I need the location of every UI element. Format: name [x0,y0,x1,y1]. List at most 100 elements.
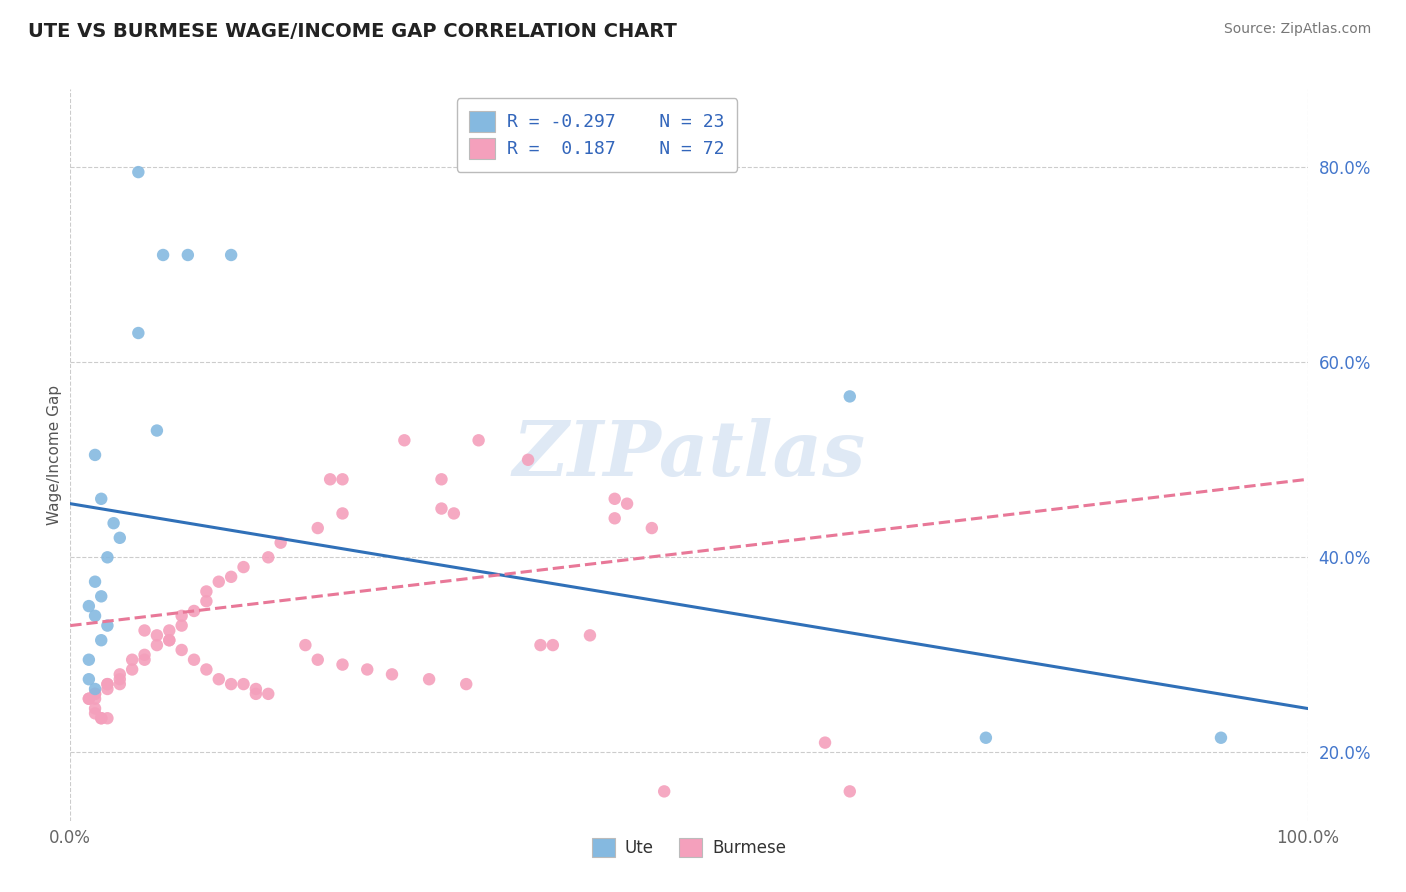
Point [443,507,465,521]
Y-axis label: Wage/Income Gap: Wage/Income Gap [46,384,62,525]
Point [1209,731,1232,745]
Point [108,531,131,545]
Point [170,643,193,657]
Point [108,667,131,681]
Point [195,663,218,677]
Point [232,677,254,691]
Point [146,424,169,438]
Point [294,638,316,652]
Point [90,711,112,725]
Text: Source: ZipAtlas.com: Source: ZipAtlas.com [1223,22,1371,37]
Point [84,701,107,715]
Point [170,608,193,623]
Point [195,594,218,608]
Point [270,535,292,549]
Point [307,653,329,667]
Point [529,638,551,652]
Point [146,628,169,642]
Point [84,681,107,696]
Point [77,672,100,686]
Point [134,653,156,667]
Point [84,448,107,462]
Point [257,687,280,701]
Point [157,633,180,648]
Point [430,472,453,486]
Point [96,711,118,725]
Point [603,511,626,525]
Point [332,507,354,521]
Point [90,491,112,506]
Point [146,638,169,652]
Point [430,501,453,516]
Point [814,736,837,750]
Text: UTE VS BURMESE WAGE/INCOME GAP CORRELATION CHART: UTE VS BURMESE WAGE/INCOME GAP CORRELATI… [28,22,678,41]
Point [245,687,267,701]
Point [332,657,354,672]
Point [541,638,564,652]
Text: ZIPatlas: ZIPatlas [512,418,866,491]
Point [394,434,416,448]
Point [121,653,143,667]
Point [838,784,860,798]
Point [96,550,118,565]
Point [232,560,254,574]
Point [103,516,125,531]
Point [356,663,378,677]
Point [134,648,156,662]
Point [84,706,107,721]
Point [134,624,156,638]
Point [108,672,131,686]
Point [381,667,404,681]
Point [974,731,997,745]
Point [157,624,180,638]
Point [121,663,143,677]
Point [157,633,180,648]
Point [208,672,231,686]
Point [332,472,354,486]
Point [177,248,200,262]
Point [170,618,193,632]
Point [183,604,205,618]
Point [219,570,242,584]
Point [838,389,860,403]
Point [307,521,329,535]
Point [84,687,107,701]
Point [245,681,267,696]
Point [96,681,118,696]
Point [90,590,112,604]
Point [84,687,107,701]
Point [319,472,342,486]
Point [96,677,118,691]
Point [456,677,478,691]
Legend: Ute, Burmese: Ute, Burmese [585,831,793,863]
Point [152,248,174,262]
Point [96,677,118,691]
Point [517,452,540,467]
Point [96,618,118,632]
Point [219,677,242,691]
Point [183,653,205,667]
Point [90,633,112,648]
Point [579,628,602,642]
Point [641,521,664,535]
Point [208,574,231,589]
Point [257,550,280,565]
Point [77,653,100,667]
Point [467,434,489,448]
Point [418,672,440,686]
Point [84,691,107,706]
Point [90,711,112,725]
Point [219,248,242,262]
Point [108,677,131,691]
Point [603,491,626,506]
Point [77,599,100,613]
Point [84,574,107,589]
Point [127,165,149,179]
Point [652,784,675,798]
Point [84,608,107,623]
Point [77,691,100,706]
Point [616,497,638,511]
Point [77,691,100,706]
Point [127,326,149,340]
Point [195,584,218,599]
